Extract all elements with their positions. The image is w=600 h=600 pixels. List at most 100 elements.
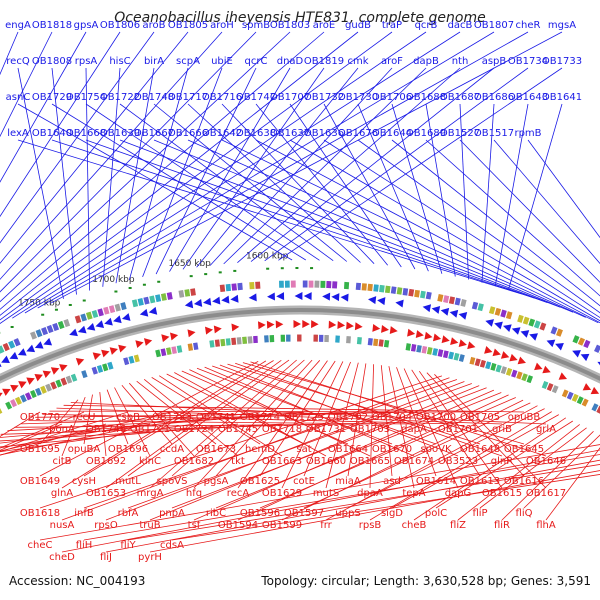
reverse-gene-label: ccdA [160, 444, 184, 455]
reverse-gene-label: recA [227, 488, 250, 499]
reverse-cog-band [581, 398, 589, 407]
reverse-gene-label: OB1731 [306, 424, 346, 435]
forward-gene-label: dnaD [277, 56, 304, 67]
forward-gene-label: traP [382, 20, 402, 31]
forward-gene-label: aspB [482, 56, 507, 67]
forward-gene-arrow [529, 333, 538, 341]
leader-line [0, 31, 291, 303]
forward-gene-label: OB1722 [100, 92, 140, 103]
forward-gene-arrow [440, 307, 450, 316]
reverse-cog-band [405, 343, 411, 351]
reverse-gene-arrow [205, 326, 213, 335]
forward-gene-label: OB1717 [168, 92, 208, 103]
forward-cog-band [396, 287, 403, 295]
forward-cog-band [477, 303, 484, 312]
leader-line [51, 139, 535, 299]
forward-cog-band [114, 303, 121, 312]
leader-line [182, 67, 325, 270]
leader-line [196, 367, 393, 445]
forward-gene-arrow [34, 341, 44, 349]
reverse-gene-label: OB1682 [174, 456, 214, 467]
reverse-cog-band [551, 385, 559, 394]
accession-text: Accession: NC_004193 [9, 574, 146, 588]
leader-line [149, 470, 600, 553]
reverse-gene-label: OB3523 [438, 456, 478, 467]
reverse-gene-label: citB [52, 456, 71, 467]
reverse-gene-label: fliY [120, 540, 136, 551]
reverse-gene-arrow [381, 324, 389, 333]
leader-line [0, 31, 87, 183]
forward-cog-band [143, 296, 150, 305]
forward-gene-label: OB1806 [100, 20, 140, 31]
leader-line [325, 362, 359, 489]
forward-cog-band [539, 322, 547, 331]
leader-line [174, 372, 327, 457]
reverse-cog-band [102, 363, 109, 372]
leader-line [193, 389, 495, 521]
leader-line [221, 139, 599, 324]
reverse-gene-label: cspB [116, 412, 140, 423]
forward-gene-arrow [139, 308, 149, 317]
tick-mark [189, 275, 193, 278]
reverse-gene-arrow [517, 356, 526, 365]
leader-line [237, 394, 509, 521]
forward-cog-band [131, 299, 139, 308]
reverse-gene-arrow [424, 331, 433, 340]
reverse-cog-band [209, 340, 215, 348]
reverse-gene-arrow [407, 328, 416, 337]
forward-cog-band [231, 283, 237, 291]
tick-mark [157, 280, 161, 283]
reverse-gene-arrow [18, 381, 27, 389]
leader-line [24, 31, 495, 314]
forward-gene-arrow [221, 295, 230, 304]
forward-gene-label: OB1730 [338, 92, 378, 103]
reverse-gene-label: dapA [401, 424, 427, 435]
reverse-gene-label: OB1714 [240, 412, 280, 423]
reverse-cog-band [426, 346, 433, 355]
forward-cog-band [35, 329, 43, 338]
reverse-cog-band [458, 354, 465, 362]
leader-line [85, 139, 548, 303]
forward-gene-label: OB1807 [474, 20, 514, 31]
forward-gene-label: OB1644 [372, 128, 412, 139]
leader-line [105, 459, 600, 553]
reverse-gene-arrow [346, 321, 354, 330]
reverse-cog-band [10, 399, 18, 408]
reverse-cog-band [187, 343, 194, 351]
forward-gene-label: OB1716 [202, 92, 242, 103]
genome-backbone [0, 305, 600, 384]
forward-gene-arrow [546, 339, 556, 348]
forward-gene-label: OB1667 [134, 128, 174, 139]
reverse-gene-label: OB1648 [460, 444, 500, 455]
forward-gene-label: OB1643 [508, 92, 548, 103]
reverse-cog-band [437, 349, 444, 357]
reverse-gene-label: OB1645 [504, 444, 544, 455]
reverse-cog-band [479, 359, 486, 368]
reverse-gene-label: polC [425, 508, 447, 519]
leader-line [189, 369, 371, 457]
reverse-gene-arrow [26, 377, 35, 385]
forward-cog-band [533, 320, 541, 329]
tick-mark [204, 273, 208, 276]
reverse-gene-arrow [275, 320, 284, 329]
forward-gene-arrow [485, 319, 494, 327]
leader-line [149, 385, 480, 521]
forward-gene-arrow [503, 324, 512, 333]
reverse-gene-label: OB1703 [350, 424, 390, 435]
reverse-gene-arrow [187, 329, 196, 338]
reverse-gene-label: OB1718 [262, 424, 302, 435]
forward-gene-label: aroE [313, 20, 335, 31]
reverse-gene-label: fliQ [516, 508, 533, 519]
reverse-gene-arrow [59, 364, 68, 372]
leader-line [259, 360, 336, 477]
reverse-gene-label: OB1695 [20, 444, 60, 455]
leader-line [369, 411, 552, 521]
reverse-cog-band [123, 357, 130, 366]
forward-gene-arrow [449, 309, 459, 318]
forward-gene-label: aroF [381, 56, 403, 67]
forward-cog-band [414, 289, 420, 298]
leader-line [204, 366, 415, 457]
leader-line [143, 378, 239, 457]
forward-gene-label: OB1818 [32, 20, 72, 31]
tick-mark [68, 303, 72, 306]
